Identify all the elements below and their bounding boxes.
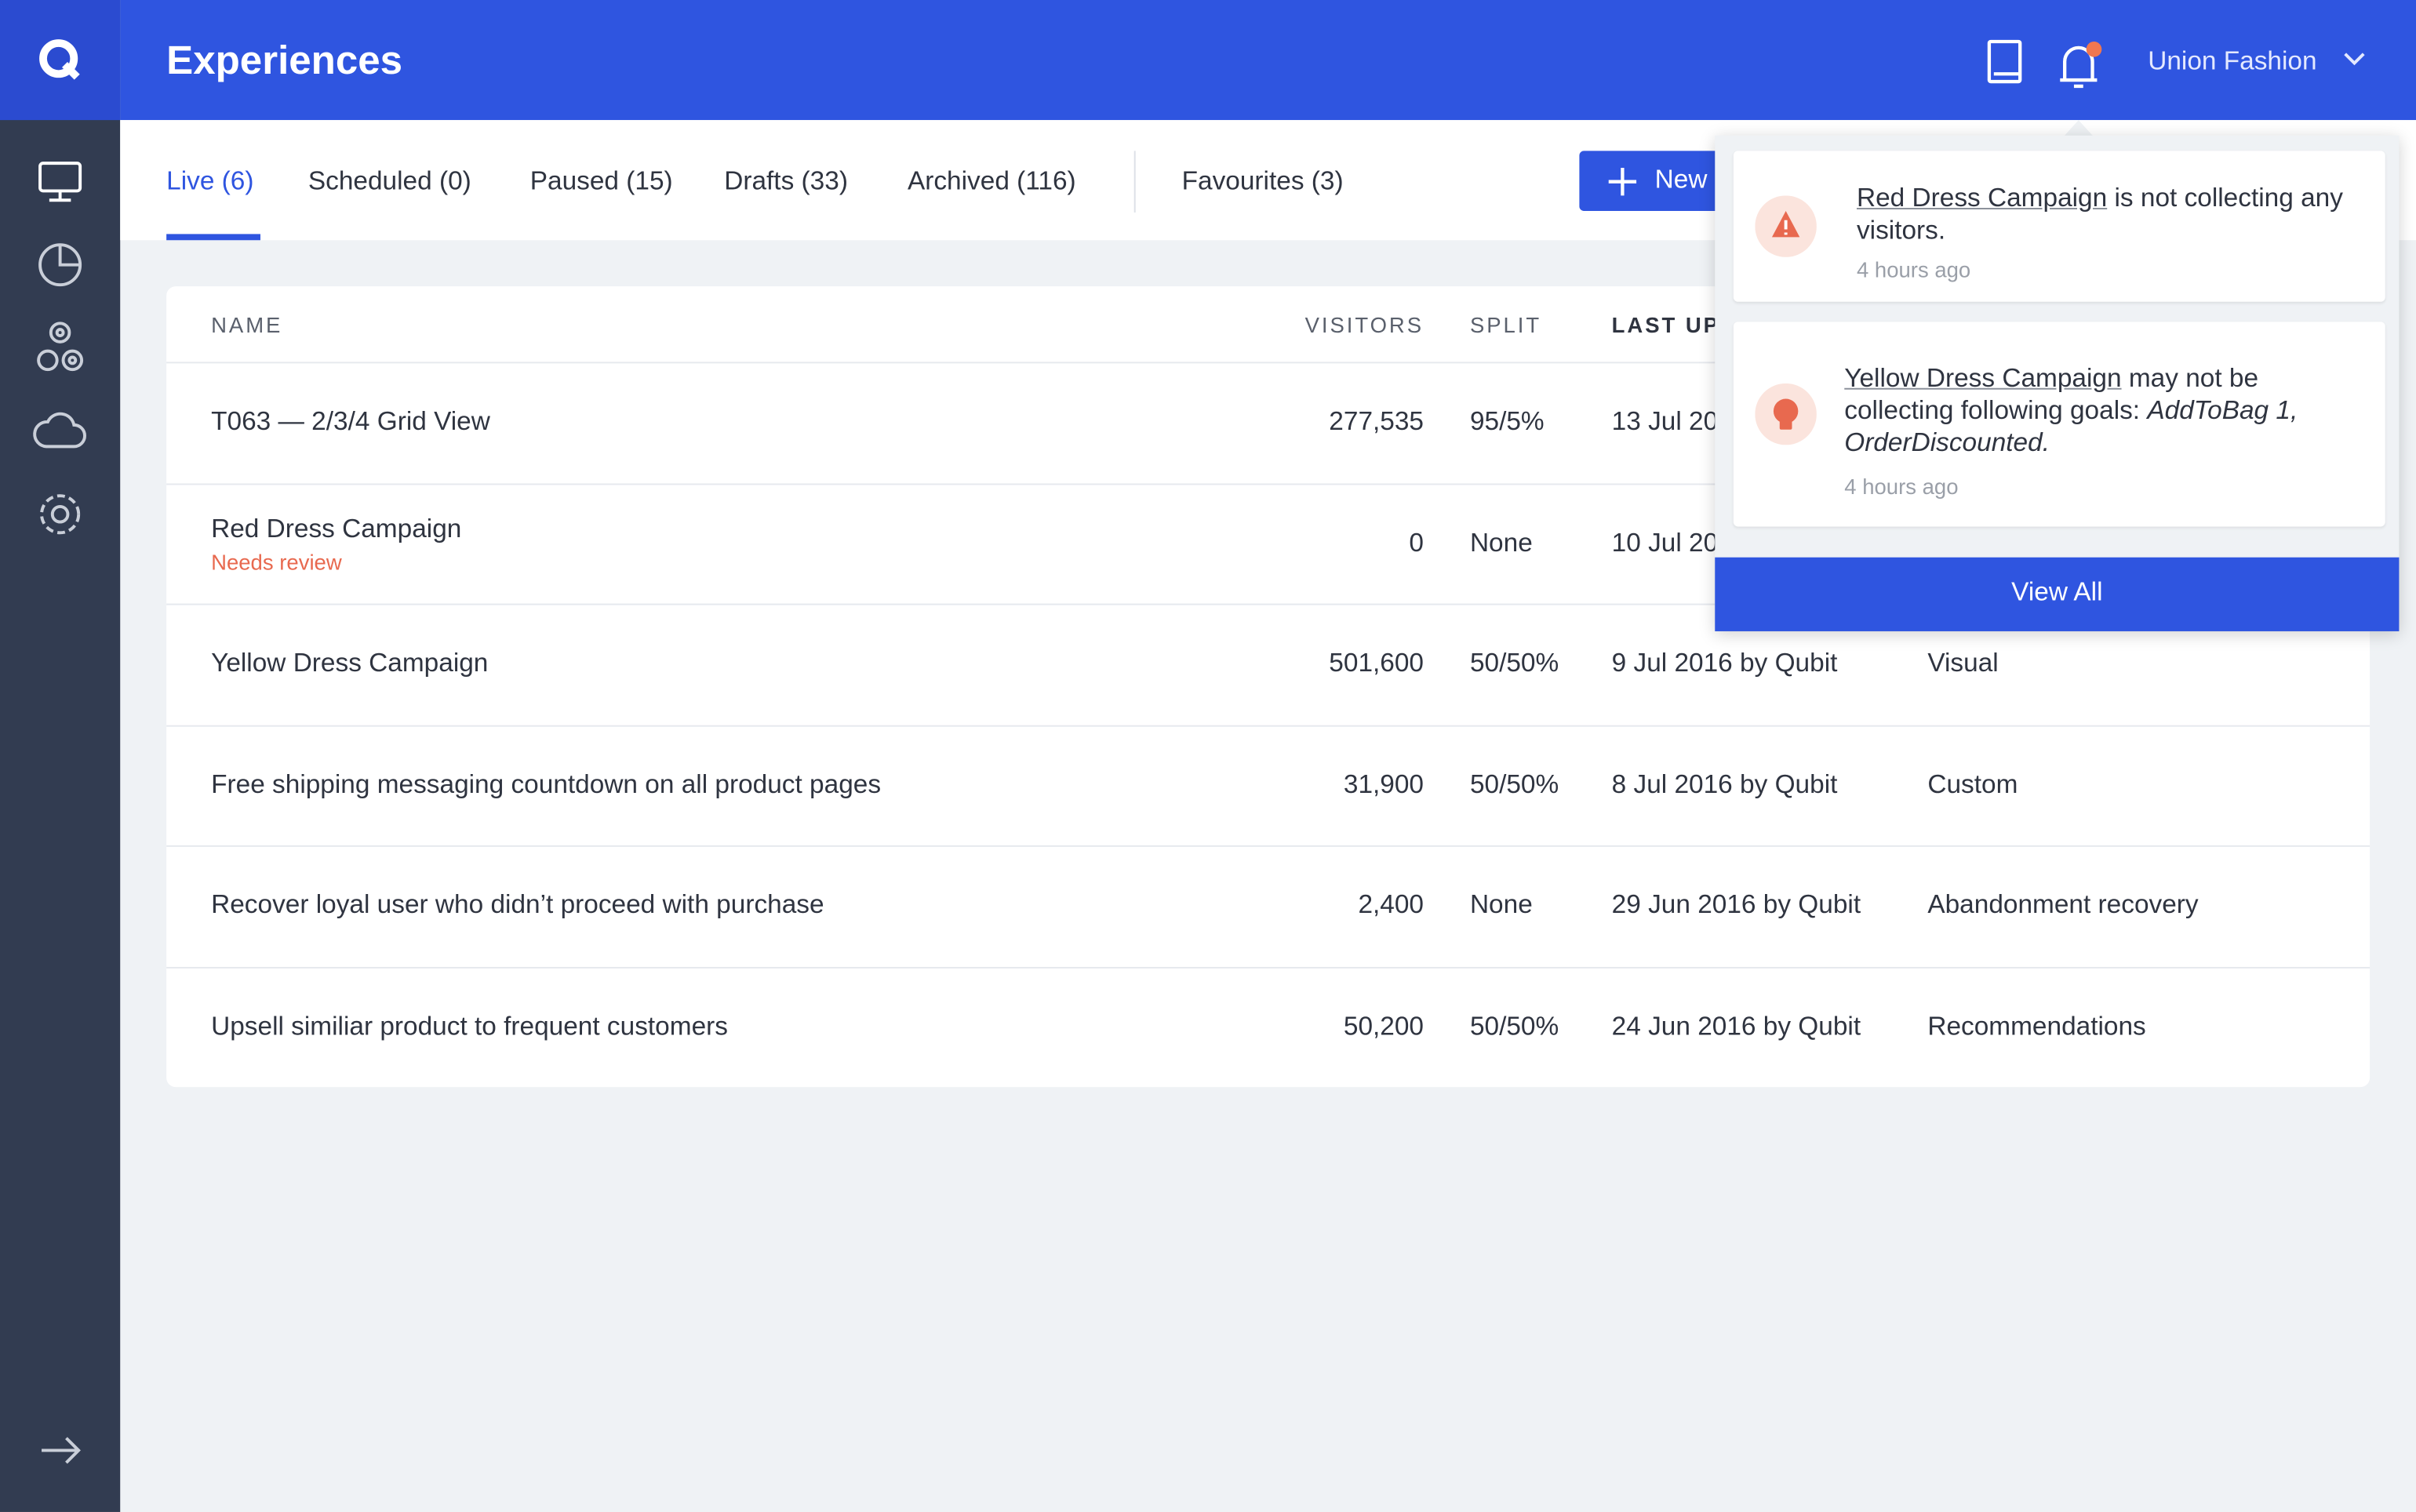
notification-link[interactable]: Red Dress Campaign [1856, 183, 2108, 213]
last-updated: 8 Jul 2016 by Qubit [1611, 769, 1838, 798]
experience-name[interactable]: Recover loyal user who didn’t proceed wi… [211, 889, 824, 920]
notification-goals: AddToBag 1, OrderDiscounted. [1844, 395, 2298, 458]
split: 50/50% [1469, 1010, 1559, 1041]
tab-separator [1133, 151, 1136, 213]
active-tab-indicator [166, 234, 260, 241]
page-title: Experiences [166, 37, 403, 84]
notifications-icon[interactable] [2060, 42, 2102, 89]
visitors: 0 [1409, 527, 1424, 557]
notification-link[interactable]: Yellow Dress Campaign [1844, 363, 2122, 393]
experience-name[interactable]: Yellow Dress Campaign [211, 648, 489, 678]
row-divider [166, 724, 2371, 726]
notification-message: is not collecting any visitors. [1856, 183, 2343, 245]
icon-experiences[interactable] [38, 162, 82, 193]
experience-name[interactable]: Red Dress Campaign [211, 513, 462, 543]
split: 50/50% [1469, 769, 1559, 798]
split: None [1469, 527, 1533, 557]
tab[interactable]: Scheduled (0) [307, 166, 471, 196]
visitors: 277,535 [1329, 406, 1424, 436]
icon-cloud[interactable] [33, 412, 86, 449]
sidebar-icons [33, 162, 86, 1464]
top-bar [120, 0, 2416, 121]
notification-time: 4 hours ago [1844, 474, 1959, 500]
experience-type: Abandonment recovery [1927, 889, 2199, 920]
row-divider [166, 362, 2371, 364]
notification-text: Red Dress Campaign is not collecting any… [1857, 182, 2350, 246]
sidebar [0, 0, 121, 1512]
tab[interactable]: Favourites (3) [1181, 166, 1344, 196]
popup-arrow [2063, 120, 2094, 137]
last-updated: 24 Jun 2016 by Qubit [1611, 1010, 1861, 1041]
tab[interactable]: Archived (116) [907, 166, 1076, 196]
experience-type: Visual [1927, 648, 1999, 678]
tab[interactable]: Paused (15) [529, 166, 673, 196]
new-button-label: New [1654, 165, 1708, 194]
account-name[interactable]: Union Fashion [2148, 45, 2317, 76]
docs-icon[interactable] [1987, 39, 2022, 84]
notification[interactable]: Red Dress Campaign is not collecting any… [1733, 151, 2385, 302]
column-header: SPLIT [1469, 312, 1542, 337]
experience-name[interactable]: T063 — 2/3/4 Grid View [211, 406, 490, 436]
last-updated: 29 Jun 2016 by Qubit [1611, 889, 1861, 920]
last-updated: 9 Jul 2016 by Qubit [1611, 648, 1838, 678]
notification[interactable]: Yellow Dress Campaign may not be collect… [1733, 322, 2385, 527]
review-note: Needs review [211, 548, 342, 574]
icon-segments[interactable] [37, 322, 84, 372]
visitors: 31,900 [1343, 769, 1424, 798]
column-header: NAME [211, 312, 283, 337]
column-header: LAST UP [1611, 312, 1720, 337]
header-icons [1987, 39, 2102, 89]
split: 50/50% [1469, 648, 1559, 678]
icon-expand[interactable] [42, 1437, 81, 1464]
visitors: 2,400 [1358, 889, 1424, 920]
row-divider [166, 845, 2371, 847]
new-button[interactable]: New [1579, 151, 1734, 211]
split: 95/5% [1469, 406, 1545, 436]
visitors: 50,200 [1343, 1010, 1424, 1041]
tab[interactable]: Live (6) [166, 166, 254, 196]
last-updated: 13 Jul 20 [1611, 406, 1719, 436]
experience-type: Custom [1927, 769, 2018, 798]
visitors: 501,600 [1329, 648, 1424, 678]
experience-name[interactable]: Upsell similiar product to frequent cust… [211, 1010, 728, 1041]
tab[interactable]: Drafts (33) [724, 166, 848, 196]
column-header: VISITORS [1304, 312, 1424, 337]
notifications-popup: Red Dress Campaign is not collecting any… [1715, 135, 2400, 631]
notification-message: may not be collecting following goals: [1844, 363, 2259, 425]
row-divider [166, 965, 2371, 968]
experience-type: Recommendations [1927, 1010, 2146, 1041]
logo[interactable] [0, 0, 121, 121]
last-updated: 10 Jul 20 [1611, 527, 1719, 557]
account-chevron[interactable] [2342, 46, 2367, 71]
row-divider [166, 482, 2371, 485]
notification-text: Yellow Dress Campaign may not be collect… [1844, 362, 2352, 459]
notification-time: 4 hours ago [1856, 256, 1971, 282]
row-divider [166, 603, 2371, 605]
view-all-button[interactable]: View All [1715, 557, 2400, 631]
split: None [1469, 889, 1533, 920]
experience-name[interactable]: Free shipping messaging countdown on all… [211, 769, 882, 798]
icon-settings[interactable] [40, 494, 81, 535]
